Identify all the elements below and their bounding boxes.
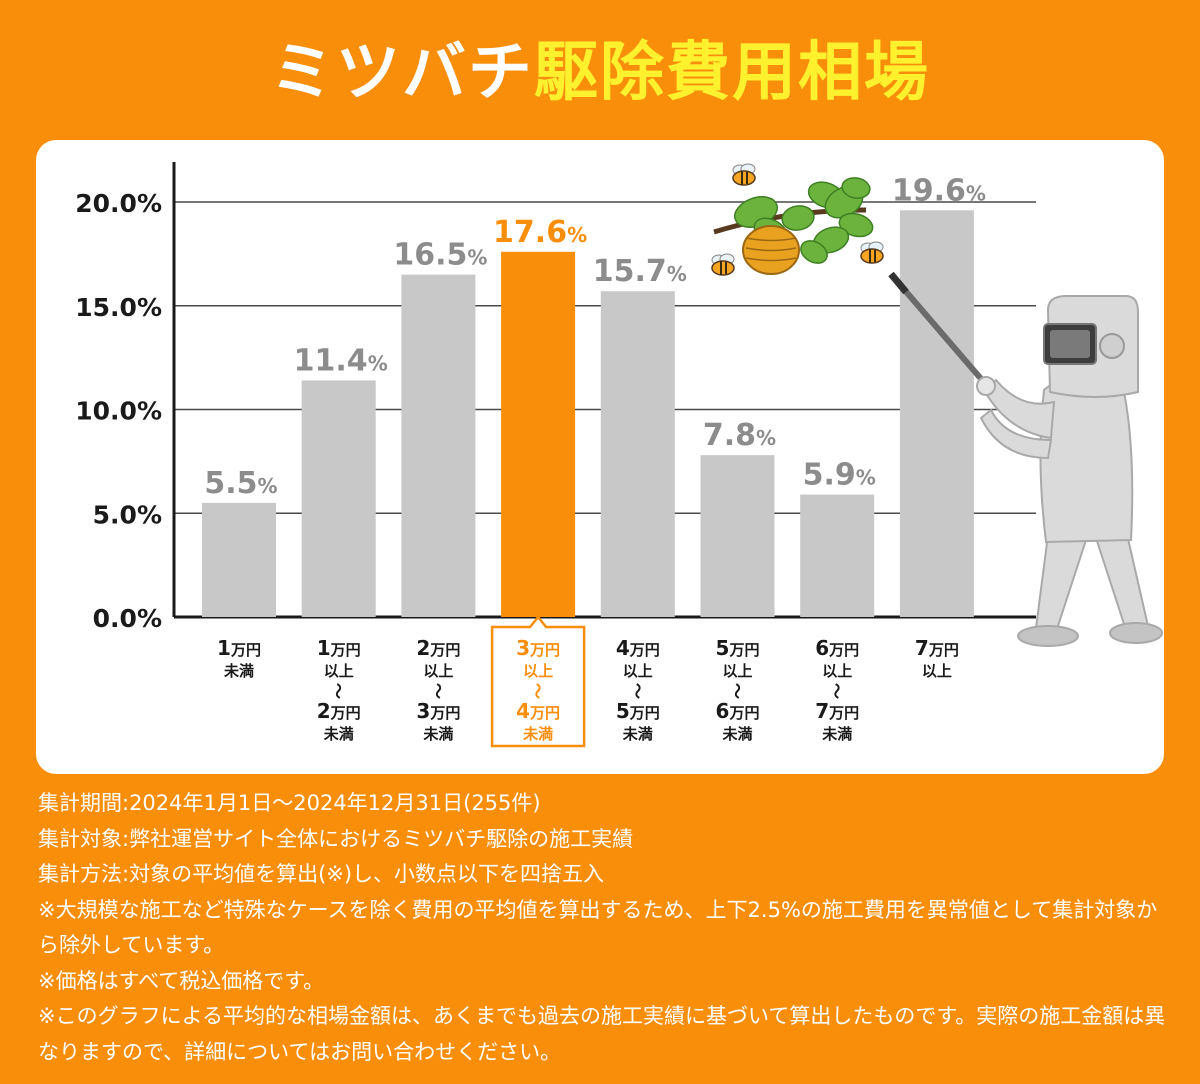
page-title: ミツバチ駆除費用相場 [0, 28, 1200, 118]
svg-text:未満: 未満 [821, 725, 852, 743]
svg-text:7万円: 7万円 [815, 699, 859, 723]
bar-value-label: 7.8% [703, 418, 776, 453]
bar-value-label: 16.5% [393, 238, 487, 273]
svg-text:以上: 以上 [523, 662, 553, 680]
svg-text:以上: 以上 [423, 662, 453, 680]
svg-text:2万円: 2万円 [317, 699, 361, 723]
bar-value-label: 11.4% [294, 343, 388, 378]
svg-text:6万円: 6万円 [815, 636, 859, 660]
y-tick-label: 0.0% [93, 604, 162, 633]
bar [501, 251, 576, 618]
svg-text:3万円: 3万円 [516, 636, 560, 660]
bee-icon [860, 241, 884, 264]
svg-text:未満: 未満 [622, 725, 653, 743]
chart-panel: 0.0% 5.0% 10.0% 15.0% 20.0% 5.5% 1万円未満 11.4% 1万… [36, 140, 1164, 774]
svg-text:6万円: 6万円 [716, 699, 760, 723]
svg-text:2万円: 2万円 [416, 636, 460, 660]
beehive-branch-icon [713, 177, 874, 275]
svg-text:〜: 〜 [329, 683, 348, 699]
bar-value-label: 15.7% [593, 254, 687, 289]
title-part2: 駆除費用相場 [534, 36, 930, 110]
svg-text:〜: 〜 [628, 683, 647, 699]
bar [700, 455, 775, 617]
bee-icon [711, 253, 735, 276]
svg-text:未満: 未満 [721, 725, 752, 743]
y-tick-label: 20.0% [75, 189, 162, 218]
svg-text:以上: 以上 [722, 662, 752, 680]
note-exclusion: ※大規模な施工など特殊なケースを除く費用の平均値を算出するため、上下2.5%の施… [38, 897, 1158, 958]
bar [301, 380, 376, 617]
title-part1: ミツバチ [270, 36, 534, 110]
svg-text:以上: 以上 [324, 662, 354, 680]
svg-text:以上: 以上 [822, 662, 852, 680]
bar [202, 502, 276, 617]
svg-text:5万円: 5万円 [616, 699, 660, 723]
y-tick-label: 10.0% [75, 397, 162, 426]
svg-text:以上: 以上 [623, 662, 653, 680]
bar-value-label: 5.9% [803, 458, 876, 493]
note-method: 集計方法:対象の平均値を算出(※)し、小数点以下を四捨五入 [38, 862, 605, 886]
svg-text:1万円: 1万円 [317, 636, 361, 660]
bar [899, 210, 974, 618]
svg-text:〜: 〜 [428, 683, 447, 699]
svg-text:以上: 以上 [922, 662, 952, 680]
note-tax: ※価格はすべて税込価格です。 [38, 968, 325, 993]
svg-text:未満: 未満 [522, 725, 553, 743]
bar [401, 274, 476, 617]
svg-text:未満: 未満 [422, 725, 453, 743]
svg-text:〜: 〜 [528, 683, 547, 699]
footnotes: 集計期間:2024年1月1日〜2024年12月31日(255件) 集計対象:弊社… [38, 786, 1168, 1070]
y-tick-label: 5.0% [93, 500, 162, 529]
bee-icon [732, 163, 756, 186]
note-period: 集計期間:2024年1月1日〜2024年12月31日(255件) [38, 791, 541, 815]
svg-text:7万円: 7万円 [915, 636, 959, 660]
svg-text:4万円: 4万円 [516, 699, 560, 723]
svg-text:1万円: 1万円 [217, 636, 261, 660]
svg-text:未満: 未満 [223, 662, 254, 680]
protective-suit-worker-icon [888, 271, 1163, 647]
highlight-frame [490, 614, 586, 748]
svg-text:4万円: 4万円 [616, 636, 660, 660]
svg-text:〜: 〜 [827, 683, 846, 699]
note-target: 集計対象:弊社運営サイト全体におけるミツバチ駆除の施工実績 [38, 826, 634, 851]
bar [800, 494, 875, 617]
bar-value-label: 5.5% [204, 466, 277, 501]
svg-text:未満: 未満 [323, 725, 354, 743]
bar-value-label: 17.6% [493, 215, 587, 250]
bar-value-label: 19.6% [892, 173, 986, 208]
svg-text:3万円: 3万円 [416, 699, 460, 723]
svg-text:〜: 〜 [728, 683, 747, 699]
note-disclaimer: ※このグラフによる平均的な相場金額は、あくまでも過去の施工実績に基づいて算出した… [38, 1004, 1166, 1064]
y-tick-label: 15.0% [75, 293, 162, 322]
bar [600, 291, 675, 617]
svg-text:5万円: 5万円 [716, 636, 760, 660]
